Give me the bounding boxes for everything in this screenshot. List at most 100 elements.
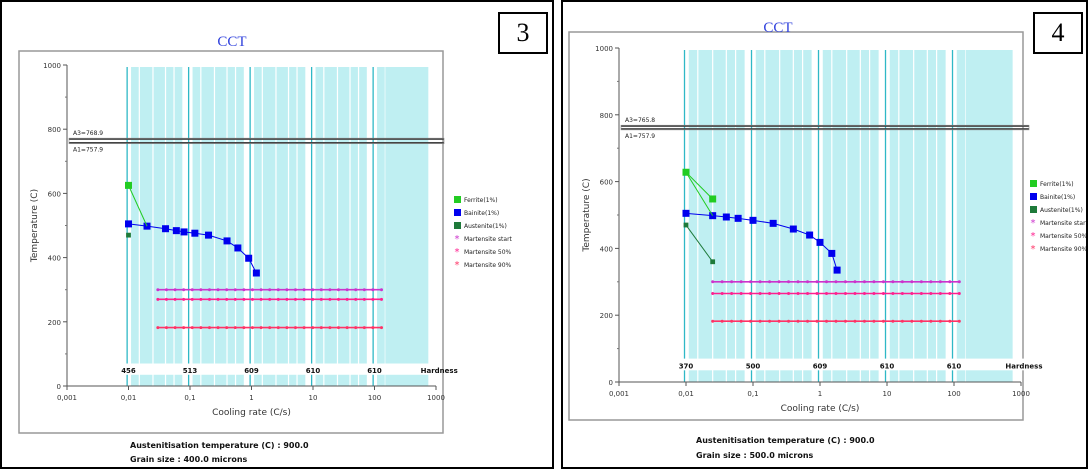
data-point xyxy=(828,249,836,257)
hardness-label: Hardness xyxy=(421,367,458,375)
data-point xyxy=(207,288,211,292)
panel-number: 4 xyxy=(1033,12,1083,54)
data-point xyxy=(199,297,203,301)
hardness-label: 610 xyxy=(880,362,895,370)
data-point xyxy=(929,291,933,295)
x-tick-label: 1000 xyxy=(427,394,445,402)
data-point xyxy=(768,280,772,284)
legend-label: Austenite(1%) xyxy=(464,223,507,230)
data-point xyxy=(250,326,254,330)
data-point xyxy=(720,280,724,284)
data-point xyxy=(815,280,819,284)
data-point xyxy=(252,269,260,277)
y-tick-label: 800 xyxy=(600,112,613,120)
data-point xyxy=(881,319,885,323)
legend-marker: * xyxy=(1031,244,1036,255)
data-point xyxy=(199,288,203,292)
data-point xyxy=(711,291,715,295)
data-point xyxy=(709,195,717,203)
data-point xyxy=(233,288,237,292)
data-point xyxy=(796,280,800,284)
x-tick-label: 1000 xyxy=(1012,390,1030,398)
data-point xyxy=(345,326,349,330)
data-point xyxy=(293,288,297,292)
hardness-label: 513 xyxy=(183,367,198,375)
x-tick-label: 0,001 xyxy=(609,390,629,398)
data-point xyxy=(711,319,715,323)
data-point xyxy=(824,291,828,295)
data-point xyxy=(843,291,847,295)
data-point xyxy=(371,297,375,301)
legend-marker: * xyxy=(455,234,460,245)
data-point xyxy=(173,297,177,301)
data-point xyxy=(806,280,810,284)
y-tick-label: 0 xyxy=(57,383,61,391)
data-point xyxy=(319,326,323,330)
data-point xyxy=(787,291,791,295)
data-point xyxy=(843,280,847,284)
x-tick-label: 0,1 xyxy=(747,390,758,398)
legend-label: Martensite start xyxy=(464,236,513,243)
ae-band xyxy=(620,124,1030,131)
y-tick-label: 600 xyxy=(600,179,613,187)
data-point xyxy=(293,297,297,301)
data-point xyxy=(957,319,961,323)
data-point xyxy=(720,291,724,295)
ae1-label: A1=757.9 xyxy=(625,133,655,140)
legend-label: Martensite 90% xyxy=(1040,246,1086,253)
panel-number: 3 xyxy=(498,12,548,54)
data-point xyxy=(245,254,253,262)
legend-label: Ferrite(1%) xyxy=(1040,181,1074,188)
data-point xyxy=(824,319,828,323)
data-point xyxy=(872,291,876,295)
data-point xyxy=(328,297,332,301)
data-point xyxy=(250,297,254,301)
x-tick-label: 1 xyxy=(818,390,822,398)
data-point xyxy=(380,326,384,330)
data-point xyxy=(910,319,914,323)
data-point xyxy=(720,319,724,323)
legend-marker: * xyxy=(455,247,460,258)
data-point xyxy=(234,244,242,252)
data-point xyxy=(345,297,349,301)
legend-marker xyxy=(454,196,461,203)
data-point xyxy=(834,280,838,284)
data-point xyxy=(268,326,272,330)
austenitisation-caption: Austenitisation temperature (C) : 900.0 xyxy=(696,436,875,445)
data-point xyxy=(739,291,743,295)
cct-chart-4: CCT 0 200 400 600 800 1000 0,001 0,01 0,1 1 10 100 10… xyxy=(568,20,1086,421)
band xyxy=(385,67,427,386)
data-point xyxy=(190,326,194,330)
data-point xyxy=(806,291,810,295)
data-point xyxy=(233,297,237,301)
data-point xyxy=(371,288,375,292)
hardness-label: 500 xyxy=(746,362,761,370)
data-point xyxy=(938,291,942,295)
data-point xyxy=(749,319,753,323)
data-point xyxy=(891,319,895,323)
data-point xyxy=(225,297,229,301)
data-point xyxy=(749,216,757,224)
data-point xyxy=(311,297,315,301)
x-tick-label: 100 xyxy=(368,394,381,402)
data-point xyxy=(938,319,942,323)
data-point xyxy=(758,319,762,323)
data-point xyxy=(862,319,866,323)
data-point xyxy=(216,288,220,292)
data-point xyxy=(777,280,781,284)
data-point xyxy=(199,326,203,330)
x-tick-label: 0,001 xyxy=(57,394,77,402)
data-point xyxy=(225,326,229,330)
data-point xyxy=(156,326,160,330)
series-austenite-1- xyxy=(683,222,716,265)
hardness-label: Hardness xyxy=(1005,362,1042,370)
data-point xyxy=(319,288,323,292)
data-point xyxy=(156,297,160,301)
data-point xyxy=(683,222,689,228)
legend-label: Bainite(1%) xyxy=(1040,194,1075,201)
data-point xyxy=(938,280,942,284)
y-axis-label: Temperature (C) xyxy=(582,178,592,252)
series-martensite-50- xyxy=(156,297,384,301)
austenitisation-caption: Austenitisation temperature (C) : 900.0 xyxy=(130,441,309,450)
data-point xyxy=(180,228,188,236)
